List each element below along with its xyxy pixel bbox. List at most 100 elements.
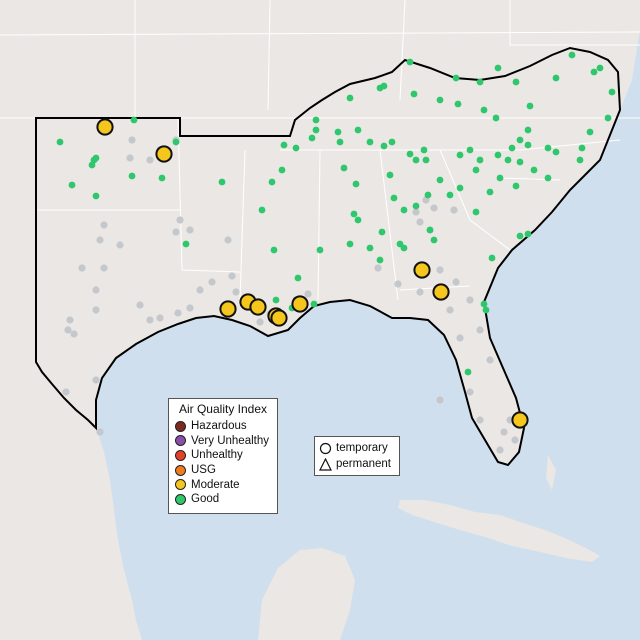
no-data-site-marker[interactable] xyxy=(136,301,144,309)
good-site-marker[interactable] xyxy=(406,150,414,158)
no-data-site-marker[interactable] xyxy=(92,376,100,384)
no-data-site-marker[interactable] xyxy=(62,388,70,396)
good-site-marker[interactable] xyxy=(316,246,324,254)
moderate-site-marker[interactable] xyxy=(291,295,309,313)
no-data-site-marker[interactable] xyxy=(511,436,519,444)
good-site-marker[interactable] xyxy=(410,90,418,98)
good-site-marker[interactable] xyxy=(278,166,286,174)
good-site-marker[interactable] xyxy=(380,82,388,90)
no-data-site-marker[interactable] xyxy=(100,221,108,229)
no-data-site-marker[interactable] xyxy=(416,218,424,226)
moderate-site-marker[interactable] xyxy=(155,145,173,163)
good-site-marker[interactable] xyxy=(544,144,552,152)
no-data-site-marker[interactable] xyxy=(476,326,484,334)
good-site-marker[interactable] xyxy=(456,151,464,159)
good-site-marker[interactable] xyxy=(128,172,136,180)
no-data-site-marker[interactable] xyxy=(412,208,420,216)
no-data-site-marker[interactable] xyxy=(224,236,232,244)
good-site-marker[interactable] xyxy=(604,114,612,122)
good-site-marker[interactable] xyxy=(388,138,396,146)
good-site-marker[interactable] xyxy=(354,126,362,134)
no-data-site-marker[interactable] xyxy=(466,296,474,304)
moderate-site-marker[interactable] xyxy=(511,411,529,429)
good-site-marker[interactable] xyxy=(424,191,432,199)
good-site-marker[interactable] xyxy=(412,202,420,210)
no-data-site-marker[interactable] xyxy=(416,288,424,296)
good-site-marker[interactable] xyxy=(172,138,180,146)
good-site-marker[interactable] xyxy=(446,191,454,199)
good-site-marker[interactable] xyxy=(88,161,96,169)
good-site-marker[interactable] xyxy=(350,210,358,218)
good-site-marker[interactable] xyxy=(258,206,266,214)
moderate-site-marker[interactable] xyxy=(413,261,431,279)
good-site-marker[interactable] xyxy=(334,128,342,136)
good-site-marker[interactable] xyxy=(586,128,594,136)
good-site-marker[interactable] xyxy=(524,126,532,134)
good-site-marker[interactable] xyxy=(422,156,430,164)
good-site-marker[interactable] xyxy=(480,106,488,114)
good-site-marker[interactable] xyxy=(354,216,362,224)
good-site-marker[interactable] xyxy=(352,180,360,188)
good-site-marker[interactable] xyxy=(524,230,532,238)
no-data-site-marker[interactable] xyxy=(208,278,216,286)
good-site-marker[interactable] xyxy=(308,134,316,142)
good-site-marker[interactable] xyxy=(400,244,408,252)
no-data-site-marker[interactable] xyxy=(500,428,508,436)
good-site-marker[interactable] xyxy=(482,306,490,314)
no-data-site-marker[interactable] xyxy=(66,316,74,324)
good-site-marker[interactable] xyxy=(466,146,474,154)
good-site-marker[interactable] xyxy=(486,188,494,196)
good-site-marker[interactable] xyxy=(512,182,520,190)
no-data-site-marker[interactable] xyxy=(156,314,164,322)
no-data-site-marker[interactable] xyxy=(92,286,100,294)
no-data-site-marker[interactable] xyxy=(394,280,402,288)
good-site-marker[interactable] xyxy=(456,184,464,192)
good-site-marker[interactable] xyxy=(436,176,444,184)
good-site-marker[interactable] xyxy=(512,78,520,86)
no-data-site-marker[interactable] xyxy=(92,306,100,314)
no-data-site-marker[interactable] xyxy=(196,286,204,294)
good-site-marker[interactable] xyxy=(530,166,538,174)
good-site-marker[interactable] xyxy=(158,174,166,182)
good-site-marker[interactable] xyxy=(544,174,552,182)
good-site-marker[interactable] xyxy=(472,208,480,216)
no-data-site-marker[interactable] xyxy=(256,318,264,326)
good-site-marker[interactable] xyxy=(336,138,344,146)
good-site-marker[interactable] xyxy=(472,166,480,174)
good-site-marker[interactable] xyxy=(182,240,190,248)
good-site-marker[interactable] xyxy=(608,88,616,96)
moderate-site-marker[interactable] xyxy=(219,300,237,318)
no-data-site-marker[interactable] xyxy=(436,266,444,274)
good-site-marker[interactable] xyxy=(268,178,276,186)
no-data-site-marker[interactable] xyxy=(486,356,494,364)
good-site-marker[interactable] xyxy=(488,254,496,262)
moderate-site-marker[interactable] xyxy=(270,309,288,327)
good-site-marker[interactable] xyxy=(590,68,598,76)
good-site-marker[interactable] xyxy=(476,156,484,164)
no-data-site-marker[interactable] xyxy=(232,288,240,296)
no-data-site-marker[interactable] xyxy=(64,326,72,334)
good-site-marker[interactable] xyxy=(426,226,434,234)
good-site-marker[interactable] xyxy=(270,246,278,254)
good-site-marker[interactable] xyxy=(436,96,444,104)
no-data-site-marker[interactable] xyxy=(450,206,458,214)
no-data-site-marker[interactable] xyxy=(96,236,104,244)
no-data-site-marker[interactable] xyxy=(78,264,86,272)
no-data-site-marker[interactable] xyxy=(456,334,464,342)
good-site-marker[interactable] xyxy=(552,74,560,82)
good-site-marker[interactable] xyxy=(494,151,502,159)
good-site-marker[interactable] xyxy=(390,194,398,202)
good-site-marker[interactable] xyxy=(516,232,524,240)
good-site-marker[interactable] xyxy=(412,156,420,164)
good-site-marker[interactable] xyxy=(552,148,560,156)
good-site-marker[interactable] xyxy=(406,58,414,66)
no-data-site-marker[interactable] xyxy=(100,264,108,272)
good-site-marker[interactable] xyxy=(92,192,100,200)
good-site-marker[interactable] xyxy=(386,171,394,179)
good-site-marker[interactable] xyxy=(280,141,288,149)
good-site-marker[interactable] xyxy=(92,154,100,162)
no-data-site-marker[interactable] xyxy=(146,316,154,324)
good-site-marker[interactable] xyxy=(346,240,354,248)
good-site-marker[interactable] xyxy=(496,174,504,182)
